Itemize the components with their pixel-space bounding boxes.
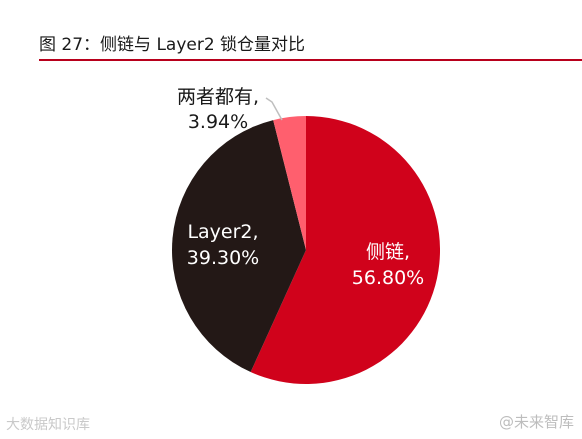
slice-label-1: Layer2, <box>187 221 258 243</box>
pie-slice-0 <box>250 116 441 384</box>
leader-line <box>265 97 283 121</box>
slice-label-0: 侧链, <box>366 241 410 263</box>
pie-slice-2 <box>273 116 306 250</box>
slice-label-2: 两者都有, <box>177 86 259 108</box>
slice-value-label-1: 39.30% <box>187 247 259 269</box>
slice-value-label-2: 3.94% <box>188 111 248 133</box>
pie-slice-1 <box>172 120 306 373</box>
figure-title: 图 27：侧链与 Layer2 锁仓量对比 <box>39 35 306 55</box>
title-rule <box>39 59 582 61</box>
slice-value-label-0: 56.80% <box>352 267 424 289</box>
watermark-right: @未来智库 <box>498 413 574 431</box>
watermark-left: 大数据知识库 <box>6 417 90 433</box>
